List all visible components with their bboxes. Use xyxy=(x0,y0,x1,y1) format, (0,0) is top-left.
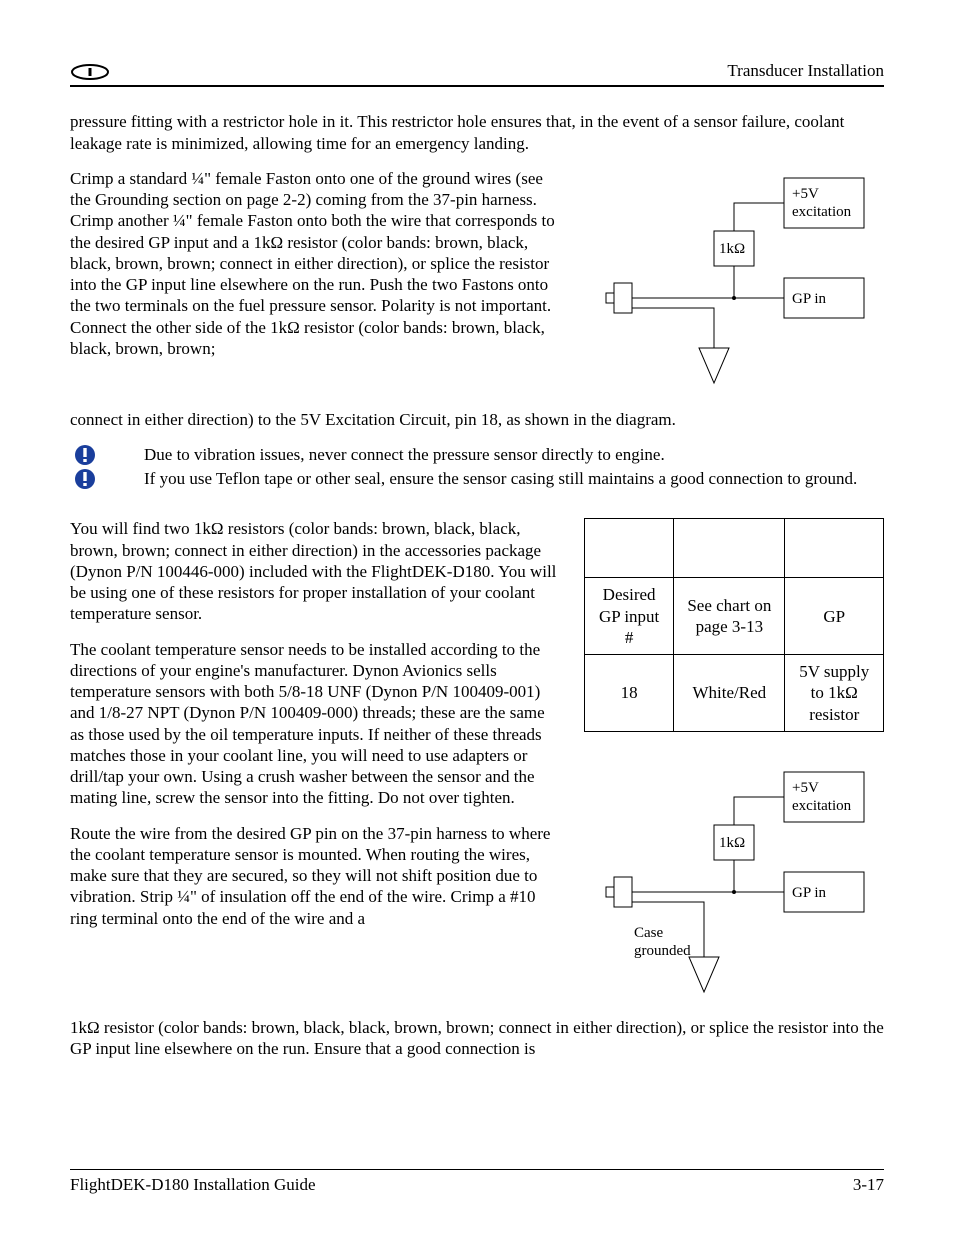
table-cell: GP xyxy=(785,578,884,655)
table-cell: 18 xyxy=(585,655,674,732)
table-cell: White/Red xyxy=(674,655,785,732)
diagram2-res: 1kΩ xyxy=(719,835,745,851)
section-coolant: You will find two 1kΩ resistors (color b… xyxy=(70,518,884,1017)
note-1-text: Due to vibration issues, never connect t… xyxy=(144,444,884,465)
note-1: Due to vibration issues, never connect t… xyxy=(70,444,884,466)
warning-icon xyxy=(70,468,124,490)
table-cell xyxy=(674,519,785,578)
note-2: If you use Teflon tape or other seal, en… xyxy=(70,468,884,490)
diagram1-gp: GP in xyxy=(792,291,827,307)
paragraph-5: Route the wire from the desired GP pin o… xyxy=(70,823,560,929)
note-2-text: If you use Teflon tape or other seal, en… xyxy=(144,468,884,489)
diagram2-exc: excitation xyxy=(792,798,852,814)
diagram2-case2: grounded xyxy=(634,943,691,959)
table-row xyxy=(585,519,884,578)
table-row: 18 White/Red 5V supply to 1kΩ resistor xyxy=(585,655,884,732)
paragraph-4: The coolant temperature sensor needs to … xyxy=(70,639,560,809)
diagram2-case1: Case xyxy=(634,925,664,941)
table-row: Desired GP input # See chart on page 3-1… xyxy=(585,578,884,655)
gp-table: Desired GP input # See chart on page 3-1… xyxy=(584,518,884,732)
row-p2-diagram: Crimp a standard ¼" female Faston onto o… xyxy=(70,168,884,403)
footer-right: 3-17 xyxy=(853,1174,884,1195)
page-footer: FlightDEK-D180 Installation Guide 3-17 xyxy=(70,1169,884,1195)
warning-icon xyxy=(70,444,124,466)
diagram2-gp: GP in xyxy=(792,885,827,901)
circuit-diagram-1: +5V excitation 1kΩ GP in xyxy=(584,168,884,398)
circuit-diagram-2: +5V excitation 1kΩ GP in xyxy=(584,762,884,1012)
diagram1-exc: excitation xyxy=(792,204,852,220)
dynon-logo-icon xyxy=(70,63,110,81)
section-title: Transducer Installation xyxy=(727,60,884,81)
paragraph-2b: connect in either direction) to the 5V E… xyxy=(70,409,884,430)
page-header: Transducer Installation xyxy=(70,60,884,87)
footer-left: FlightDEK-D180 Installation Guide xyxy=(70,1174,316,1195)
page: Transducer Installation pressure fitting… xyxy=(0,0,954,1235)
table-cell: 5V supply to 1kΩ resistor xyxy=(785,655,884,732)
paragraph-3: You will find two 1kΩ resistors (color b… xyxy=(70,518,560,624)
table-cell xyxy=(585,519,674,578)
paragraph-5b: 1kΩ resistor (color bands: brown, black,… xyxy=(70,1017,884,1060)
table-cell: Desired GP input # xyxy=(585,578,674,655)
diagram1-5v: +5V xyxy=(792,186,819,202)
paragraph-2: Crimp a standard ¼" female Faston onto o… xyxy=(70,168,560,359)
diagram1-res: 1kΩ xyxy=(719,241,745,257)
table-cell xyxy=(785,519,884,578)
table-cell: See chart on page 3-13 xyxy=(674,578,785,655)
paragraph-1: pressure fitting with a restrictor hole … xyxy=(70,111,884,154)
diagram2-5v: +5V xyxy=(792,780,819,796)
